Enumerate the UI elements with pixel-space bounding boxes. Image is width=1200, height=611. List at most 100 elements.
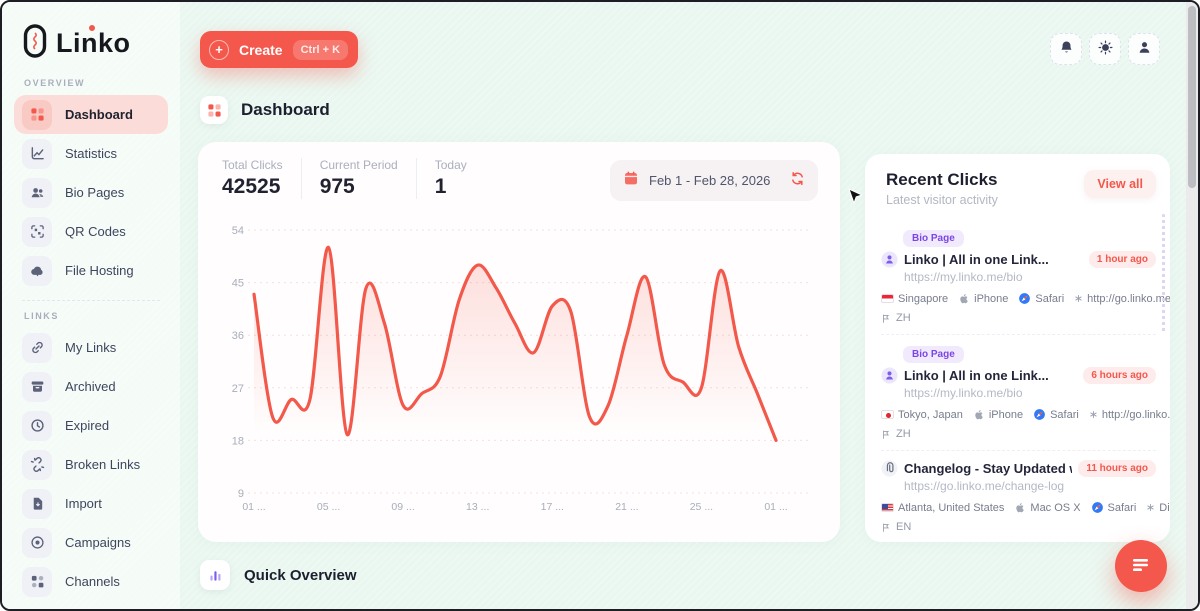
x-tick-label: 17 ... — [541, 501, 564, 513]
referrer-icon — [1074, 294, 1083, 303]
calendar-icon — [623, 170, 639, 191]
recent-clicks-card: Recent Clicks Latest visitor activity Vi… — [865, 154, 1170, 542]
bio-pages-icon — [22, 177, 52, 208]
x-axis-labels: 01 ... 05 ... 09 ... 13 ... 17 ... 21 ... 25 .… — [242, 501, 787, 513]
visitor-meta: Singapore iPhone Safari http://go.linko.me — [881, 292, 1170, 305]
page-header: Dashboard — [200, 96, 330, 124]
sidebar-item-label: Import — [65, 496, 102, 511]
stat-label: Today — [434, 158, 467, 172]
time-ago-badge: 11 hours ago — [1078, 460, 1156, 477]
meta-chip: Safari — [1091, 501, 1136, 514]
window-scrollbar[interactable] — [1186, 2, 1198, 609]
x-tick-label: 05 ... — [317, 501, 340, 513]
sidebar-item-channels[interactable]: Channels — [14, 562, 168, 601]
recent-click-title: Linko | All in one Link... — [904, 368, 1049, 383]
sidebar-item-broken-links[interactable]: Broken Links — [14, 445, 168, 484]
lang-flag-icon — [881, 522, 891, 533]
flag-us-icon — [881, 503, 894, 512]
meta-chip: Atlanta, United States — [881, 502, 1004, 514]
referrer-icon — [1146, 503, 1155, 512]
sidebar-item-statistics[interactable]: Statistics — [14, 134, 168, 173]
sidebar-divider — [22, 300, 160, 301]
bar-chart-icon — [200, 560, 230, 590]
sidebar-item-file-hosting[interactable]: File Hosting — [14, 251, 168, 290]
view-all-button[interactable]: View all — [1084, 170, 1156, 198]
sidebar-item-campaigns[interactable]: Campaigns — [14, 523, 168, 562]
meta-chip: Safari — [1018, 292, 1064, 305]
scrollbar-thumb[interactable] — [1188, 6, 1196, 188]
x-tick-label: 25 ... — [690, 501, 713, 513]
sidebar-item-label: Channels — [65, 574, 120, 589]
sidebar-section-label: LINKS — [24, 311, 59, 321]
dashboard-icon — [22, 99, 52, 130]
meta-chip: iPhone — [973, 408, 1023, 421]
y-tick-label: 36 — [232, 330, 244, 342]
bell-icon — [1059, 40, 1074, 58]
visitor-language: EN — [881, 521, 1156, 533]
sidebar: Linko OVERVIEW Dashboard Statistics Bio Pag… — [2, 2, 180, 609]
create-button[interactable]: + Create Ctrl + K — [200, 31, 359, 68]
area-fill — [254, 247, 776, 493]
stat-value: 1 — [434, 175, 447, 198]
sidebar-item-label: Campaigns — [65, 535, 131, 550]
recent-click-item[interactable]: Bio Page Linko | All in one Link... 1 ho… — [881, 219, 1170, 334]
recent-list-scrollbar[interactable] — [1162, 214, 1165, 332]
broken-links-icon — [22, 449, 52, 480]
meta-chip: Direct — [1146, 502, 1170, 514]
stat-value: 975 — [319, 175, 355, 198]
sidebar-item-bio-pages[interactable]: Bio Pages — [14, 173, 168, 212]
sidebar-item-import[interactable]: Import — [14, 484, 168, 523]
y-tick-label: 27 — [232, 383, 244, 395]
recent-click-item[interactable]: Bio Page Linko | All in one Link... 6 ho… — [881, 334, 1170, 450]
linko-logo-icon — [22, 23, 48, 64]
sidebar-item-expired[interactable]: Expired — [14, 406, 168, 445]
logo-text: Linko — [56, 27, 131, 58]
recent-click-item[interactable]: Changelog - Stay Updated with... 11 hour… — [881, 450, 1170, 542]
time-ago-badge: 6 hours ago — [1083, 367, 1156, 384]
campaigns-icon — [22, 527, 52, 558]
logo[interactable]: Linko — [22, 18, 168, 68]
x-tick-label: 01 ... — [764, 501, 787, 513]
y-tick-label: 54 — [232, 225, 244, 237]
stat-label: Total Clicks — [222, 158, 283, 172]
recent-clicks-header: Recent Clicks Latest visitor activity Vi… — [865, 154, 1170, 215]
apple-icon — [958, 292, 970, 305]
refresh-icon[interactable] — [790, 171, 805, 191]
apple-icon — [1014, 501, 1026, 514]
sidebar-item-qr-codes[interactable]: QR Codes — [14, 212, 168, 251]
flag-sg-icon — [881, 294, 894, 303]
lang-flag-icon — [881, 313, 891, 324]
sidebar-item-dashboard[interactable]: Dashboard — [14, 95, 168, 134]
sidebar-item-label: Expired — [65, 418, 110, 433]
profile-button[interactable] — [1128, 33, 1160, 65]
topbar-actions — [1050, 33, 1160, 65]
sidebar-item-label: Bio Pages — [65, 185, 125, 200]
time-ago-badge: 1 hour ago — [1088, 251, 1156, 268]
sidebar-item-my-links[interactable]: My Links — [14, 328, 168, 367]
notifications-button[interactable] — [1050, 33, 1082, 65]
recent-click-url: https://my.linko.me/bio — [904, 386, 1023, 400]
date-range-value: Feb 1 - Feb 28, 2026 — [649, 173, 771, 188]
theme-toggle-button[interactable] — [1089, 33, 1121, 65]
date-range-picker[interactable]: Feb 1 - Feb 28, 2026 — [610, 160, 818, 201]
stat-today: Today 1 — [415, 158, 536, 199]
feedback-fab-button[interactable] — [1115, 540, 1167, 592]
sidebar-item-archived[interactable]: Archived — [14, 367, 168, 406]
x-tick-label: 21 ... — [615, 501, 638, 513]
recent-click-title: Linko | All in one Link... — [904, 252, 1049, 267]
stat-current-period: Current Period 975 — [300, 158, 416, 199]
sidebar-nav: OVERVIEW Dashboard Statistics Bio Pages QR C… — [14, 78, 168, 601]
meta-chip: iPhone — [958, 292, 1008, 305]
quick-overview-title: Quick Overview — [244, 566, 357, 584]
channels-icon — [22, 566, 52, 597]
meta-chip: Tokyo, Japan — [881, 409, 963, 421]
y-tick-label: 18 — [232, 435, 244, 447]
bio-favicon — [881, 367, 898, 384]
referrer-icon — [1089, 410, 1098, 419]
file-hosting-icon — [22, 255, 52, 286]
meta-chip: http://go.linko.me — [1074, 293, 1170, 305]
recent-clicks-title: Recent Clicks — [886, 170, 998, 189]
plus-icon: + — [209, 39, 229, 60]
dashboard-grid-icon — [200, 96, 228, 124]
